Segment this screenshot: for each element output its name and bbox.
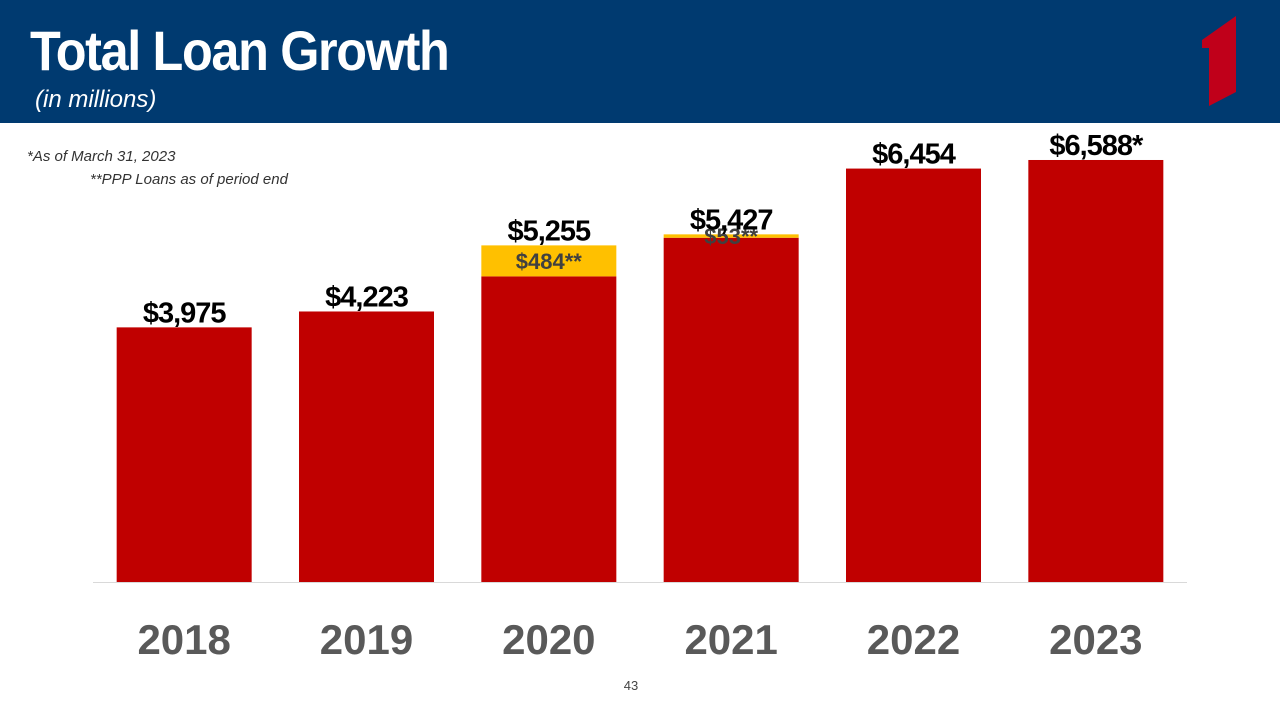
bar-2019-segment-1 xyxy=(299,311,434,582)
bar-2023-segment-1 xyxy=(1028,159,1164,582)
bar-2020-segment-1 xyxy=(481,276,617,582)
x-tick-label-2020: 2020 xyxy=(502,616,595,663)
bar-2018-segment-1 xyxy=(116,327,252,582)
page-title: Total Loan Growth xyxy=(30,19,450,82)
total-label-2019: $4,223 xyxy=(325,281,409,313)
bar-2021-segment-1 xyxy=(663,237,799,583)
x-tick-label-2019: 2019 xyxy=(320,616,413,663)
bar-2022-segment-1 xyxy=(846,168,981,582)
x-tick-label-2021: 2021 xyxy=(684,616,777,663)
bar-2020-segment-2 xyxy=(481,245,617,277)
ppp-segment-label-2020: $484** xyxy=(516,249,583,274)
x-tick-label-2022: 2022 xyxy=(867,616,960,663)
total-label-2022: $6,454 xyxy=(872,139,956,171)
total-label-2023: $6,588* xyxy=(1049,130,1144,162)
total-label-2020: $5,255 xyxy=(507,215,591,247)
header-banner: Total Loan Growth (in millions) xyxy=(0,0,1280,123)
page-number: 43 xyxy=(623,678,639,693)
x-tick-label-2018: 2018 xyxy=(137,616,230,663)
ppp-segment-label-2021: $53** xyxy=(704,224,758,249)
total-label-2021: $5,427 xyxy=(690,204,773,236)
as-of-footnote: *As of March 31, 2023 xyxy=(27,148,176,165)
x-tick-label-2023: 2023 xyxy=(1049,616,1142,663)
ppp-footnote: **PPP Loans as of period end xyxy=(90,171,288,188)
total-label-2018: $3,975 xyxy=(143,297,227,329)
bank-logo-icon xyxy=(1202,16,1236,106)
page-subtitle: (in millions) xyxy=(35,86,157,113)
bar-2021-segment-2 xyxy=(663,234,799,238)
